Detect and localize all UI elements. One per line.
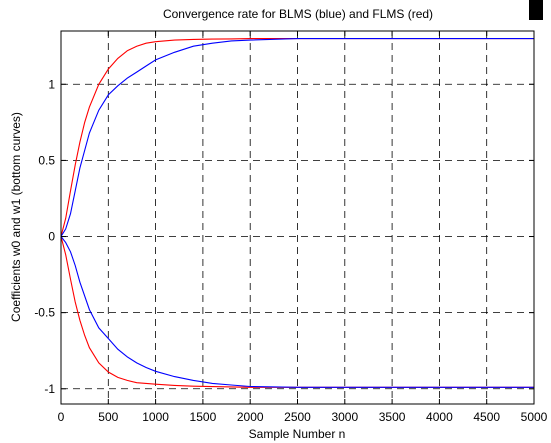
y-tick-label: 0 bbox=[48, 230, 55, 244]
x-tick-label: 3500 bbox=[379, 410, 406, 424]
series-line-2 bbox=[60, 38, 534, 237]
x-tick-label: 4500 bbox=[473, 410, 500, 424]
x-tick-label: 5000 bbox=[521, 410, 548, 424]
series-line-4 bbox=[60, 236, 534, 388]
x-tick-label: 4000 bbox=[426, 410, 453, 424]
tick-layer: 0 500 1000 1500 2000 2500 3000 3500 4000 4500 5000… bbox=[34, 31, 548, 424]
y-tick-label: 1 bbox=[48, 77, 55, 91]
x-tick-label: 2500 bbox=[284, 410, 311, 424]
x-tick-label: 0 bbox=[58, 410, 65, 424]
y-axis-label: Coefficients w0 and w1 (bottom curves) bbox=[9, 112, 23, 322]
x-tick-label: 500 bbox=[98, 410, 118, 424]
x-tick-label: 2000 bbox=[237, 410, 264, 424]
y-tick-label: 0.5 bbox=[38, 153, 55, 167]
x-tick-label: 1000 bbox=[142, 410, 169, 424]
series-layer bbox=[60, 38, 534, 388]
chart-title: Convergence rate for BLMS (blue) and FLM… bbox=[163, 7, 433, 21]
x-tick-label: 3000 bbox=[331, 410, 358, 424]
corner-mark bbox=[529, 0, 543, 20]
y-tick-label: -1 bbox=[44, 382, 55, 396]
grid-layer bbox=[61, 31, 534, 404]
x-axis-label: Sample Number n bbox=[249, 427, 346, 441]
x-tick-label: 1500 bbox=[190, 410, 217, 424]
y-tick-label: -0.5 bbox=[34, 306, 55, 320]
